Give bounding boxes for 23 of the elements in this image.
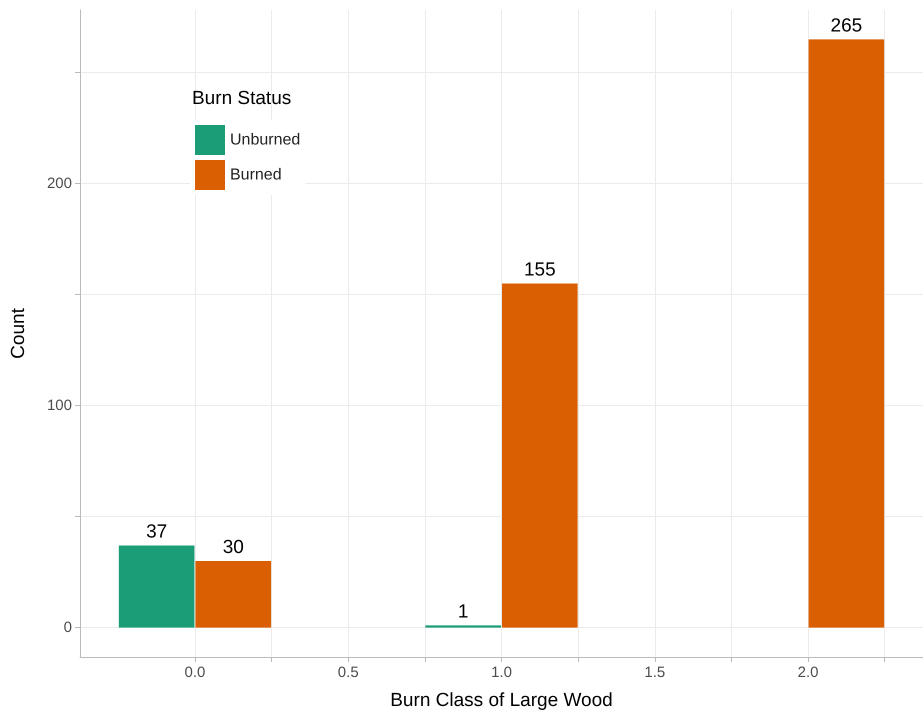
y-tick-label: 0 [64,619,72,636]
x-tick-label: 1.5 [644,664,666,681]
legend-label: Unburned [230,132,300,148]
legend-label: Burned [230,166,282,184]
data-label: 265 [830,15,862,36]
x-tick-label: 0.5 [338,664,359,681]
legend-title: Burn Status [192,88,292,109]
bar [118,545,194,628]
data-label: 37 [146,521,168,542]
bar [425,625,501,628]
bar [502,284,578,628]
bar [195,561,272,628]
x-tick-label: 0.0 [184,664,206,681]
x-axis-title: Burn Class of Large Wood [390,690,613,711]
x-tick-label: 2.0 [798,664,818,681]
y-tick-label: 200 [46,175,72,192]
data-label: 155 [524,260,556,281]
data-label: 1 [458,601,468,622]
x-tick-label: 1.0 [491,664,512,681]
y-axis-title: Count [8,307,29,359]
y-tick-label: 100 [46,397,72,414]
data-label: 30 [222,537,244,558]
bar [808,39,884,628]
